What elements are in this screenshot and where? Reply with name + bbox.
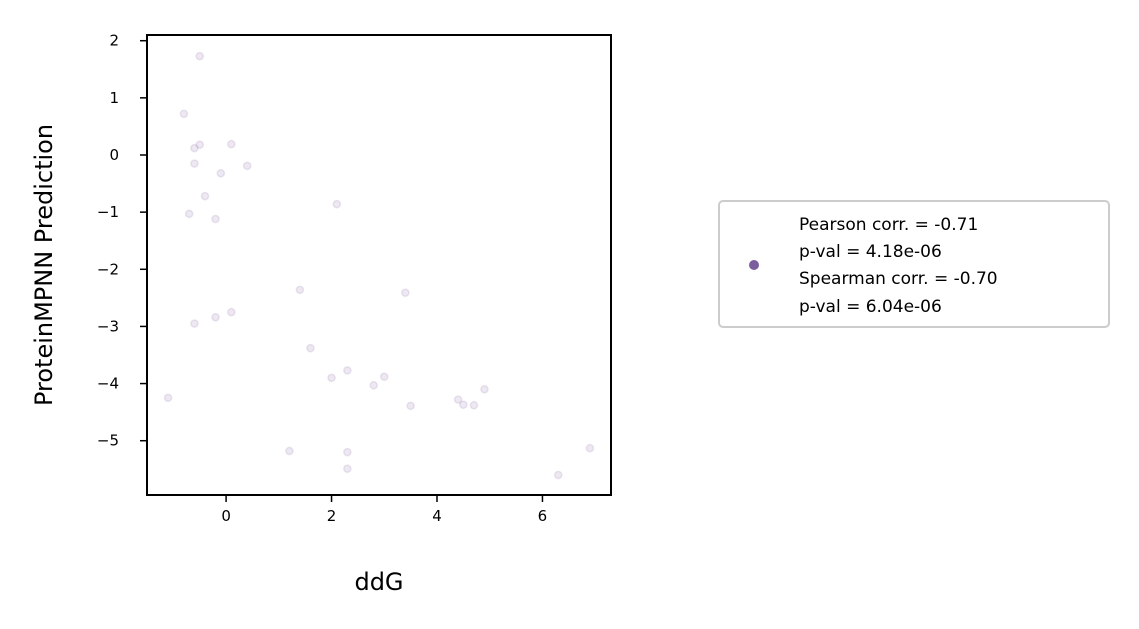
- data-point: [179, 109, 189, 119]
- data-point: [401, 288, 410, 298]
- y-tick-label: 0: [109, 146, 119, 164]
- data-point: [480, 384, 489, 394]
- legend: Pearson corr. = -0.71 p-val = 4.18e-06 S…: [718, 200, 1110, 328]
- data-point: [453, 395, 463, 404]
- data-point: [163, 393, 173, 403]
- legend-marker: [749, 260, 759, 270]
- data-point: [242, 161, 252, 171]
- data-point: [343, 447, 352, 457]
- data-point: [459, 400, 468, 410]
- data-point: [211, 312, 220, 322]
- data-point: [190, 159, 199, 168]
- data-point: [553, 470, 563, 480]
- x-tick-label: 0: [221, 507, 231, 525]
- data-point: [332, 199, 342, 209]
- y-tick-label: 2: [109, 32, 119, 50]
- data-point: [227, 139, 236, 149]
- data-point: [216, 168, 226, 178]
- y-tick-label: −4: [97, 375, 119, 393]
- y-tick-label: −2: [97, 260, 119, 278]
- y-tick-label: −3: [97, 317, 119, 335]
- data-point: [379, 372, 389, 382]
- data-point: [227, 307, 236, 317]
- data-point: [190, 319, 199, 328]
- data-point: [369, 380, 379, 390]
- data-point: [211, 214, 220, 224]
- data-point: [190, 143, 199, 153]
- y-axis: 2 1 0 −1 −2 −3 −4 −5: [97, 32, 147, 450]
- legend-spearman-pval: p-val = 6.04e-06: [799, 297, 942, 317]
- data-point: [200, 191, 210, 201]
- y-tick-label: 1: [109, 89, 119, 107]
- y-tick-label: −5: [97, 432, 119, 450]
- data-point: [306, 343, 315, 353]
- x-tick-label: 6: [538, 507, 548, 525]
- data-point: [184, 209, 194, 219]
- y-axis-label: ProteinMPNN Prediction: [30, 124, 58, 406]
- x-axis-label: ddG: [354, 568, 403, 596]
- x-tick-label: 2: [327, 507, 337, 525]
- data-point: [343, 464, 352, 474]
- legend-pearson-pval: p-val = 4.18e-06: [799, 242, 942, 262]
- data-point: [343, 366, 352, 375]
- data-point: [285, 446, 294, 456]
- data-point: [469, 400, 479, 410]
- points-layer: [163, 51, 595, 480]
- data-point: [327, 373, 336, 383]
- data-point: [195, 140, 205, 150]
- legend-pearson-corr: Pearson corr. = -0.71: [799, 215, 978, 235]
- x-axis: 0 2 4 6: [221, 495, 547, 525]
- x-tick-label: 4: [432, 507, 442, 525]
- data-point: [585, 443, 595, 453]
- y-tick-label: −1: [97, 203, 119, 221]
- legend-box: [718, 200, 1110, 328]
- legend-spearman-corr: Spearman corr. = -0.70: [799, 269, 998, 289]
- plot-frame: [146, 34, 612, 496]
- data-point: [295, 285, 305, 295]
- data-point: [195, 51, 205, 61]
- data-point: [406, 401, 415, 411]
